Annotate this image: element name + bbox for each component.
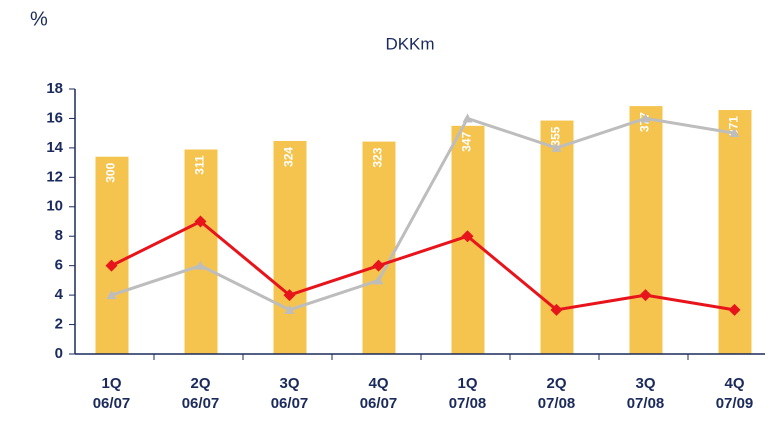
y-tick-label: 8	[55, 227, 63, 244]
x-tick-label: 06/07	[360, 395, 398, 412]
x-tick-label: 07/08	[627, 395, 665, 412]
bar	[362, 141, 396, 354]
y-tick-label: 4	[55, 286, 64, 303]
x-tick-label: 07/08	[538, 395, 576, 412]
marker	[728, 303, 741, 316]
bar-value-label: 347	[460, 132, 474, 152]
line	[110, 219, 735, 312]
x-tick-label: 1Q	[457, 375, 477, 392]
bar	[184, 149, 218, 354]
marker	[195, 260, 206, 270]
marker	[640, 113, 651, 123]
marker	[373, 275, 384, 285]
bar	[718, 110, 752, 355]
x-tick-label: 3Q	[279, 375, 299, 392]
x-tick-label: 4Q	[724, 375, 744, 392]
x-tick-label: 07/08	[449, 395, 487, 412]
x-tick-label: 06/07	[271, 395, 309, 412]
y-tick-label: 12	[46, 168, 63, 185]
marker	[462, 113, 473, 123]
bar-value-label: 323	[371, 147, 385, 167]
marker	[372, 259, 385, 272]
marker	[461, 230, 474, 243]
bar	[540, 120, 574, 354]
marker	[550, 303, 563, 316]
y-axis-label: %	[30, 8, 48, 30]
bar-value-label: 300	[104, 162, 118, 182]
y2-axis-label: DKKm	[385, 34, 434, 53]
y-tick-label: 0	[55, 345, 63, 362]
x-tick-label: 06/07	[93, 395, 131, 412]
line	[111, 116, 735, 312]
x-tick-label: 2Q	[546, 375, 566, 392]
marker	[284, 304, 295, 314]
bar	[273, 140, 307, 354]
marker	[105, 259, 118, 272]
marker	[106, 290, 117, 300]
y-tick-label: 6	[55, 257, 63, 274]
x-tick-label: 4Q	[368, 375, 388, 392]
bar-value-label: 355	[549, 126, 563, 146]
y-tick-label: 10	[46, 198, 63, 215]
x-tick-label: 07/09	[716, 395, 754, 412]
y-tick-label: 14	[46, 139, 63, 156]
y-tick-label: 18	[46, 80, 63, 97]
x-tick-label: 1Q	[101, 375, 121, 392]
x-tick-label: 3Q	[635, 375, 655, 392]
bar	[629, 106, 663, 354]
marker	[194, 215, 207, 228]
y-tick-label: 16	[46, 109, 63, 126]
x-tick-label: 06/07	[182, 395, 220, 412]
bar-value-label: 311	[193, 155, 207, 175]
marker	[729, 128, 740, 138]
bar-value-label: 324	[282, 147, 296, 167]
marker	[283, 289, 296, 302]
x-tick-label: 2Q	[190, 375, 210, 392]
marker	[551, 142, 562, 152]
marker	[639, 289, 652, 302]
y-tick-label: 2	[55, 316, 63, 333]
bar	[95, 156, 129, 354]
